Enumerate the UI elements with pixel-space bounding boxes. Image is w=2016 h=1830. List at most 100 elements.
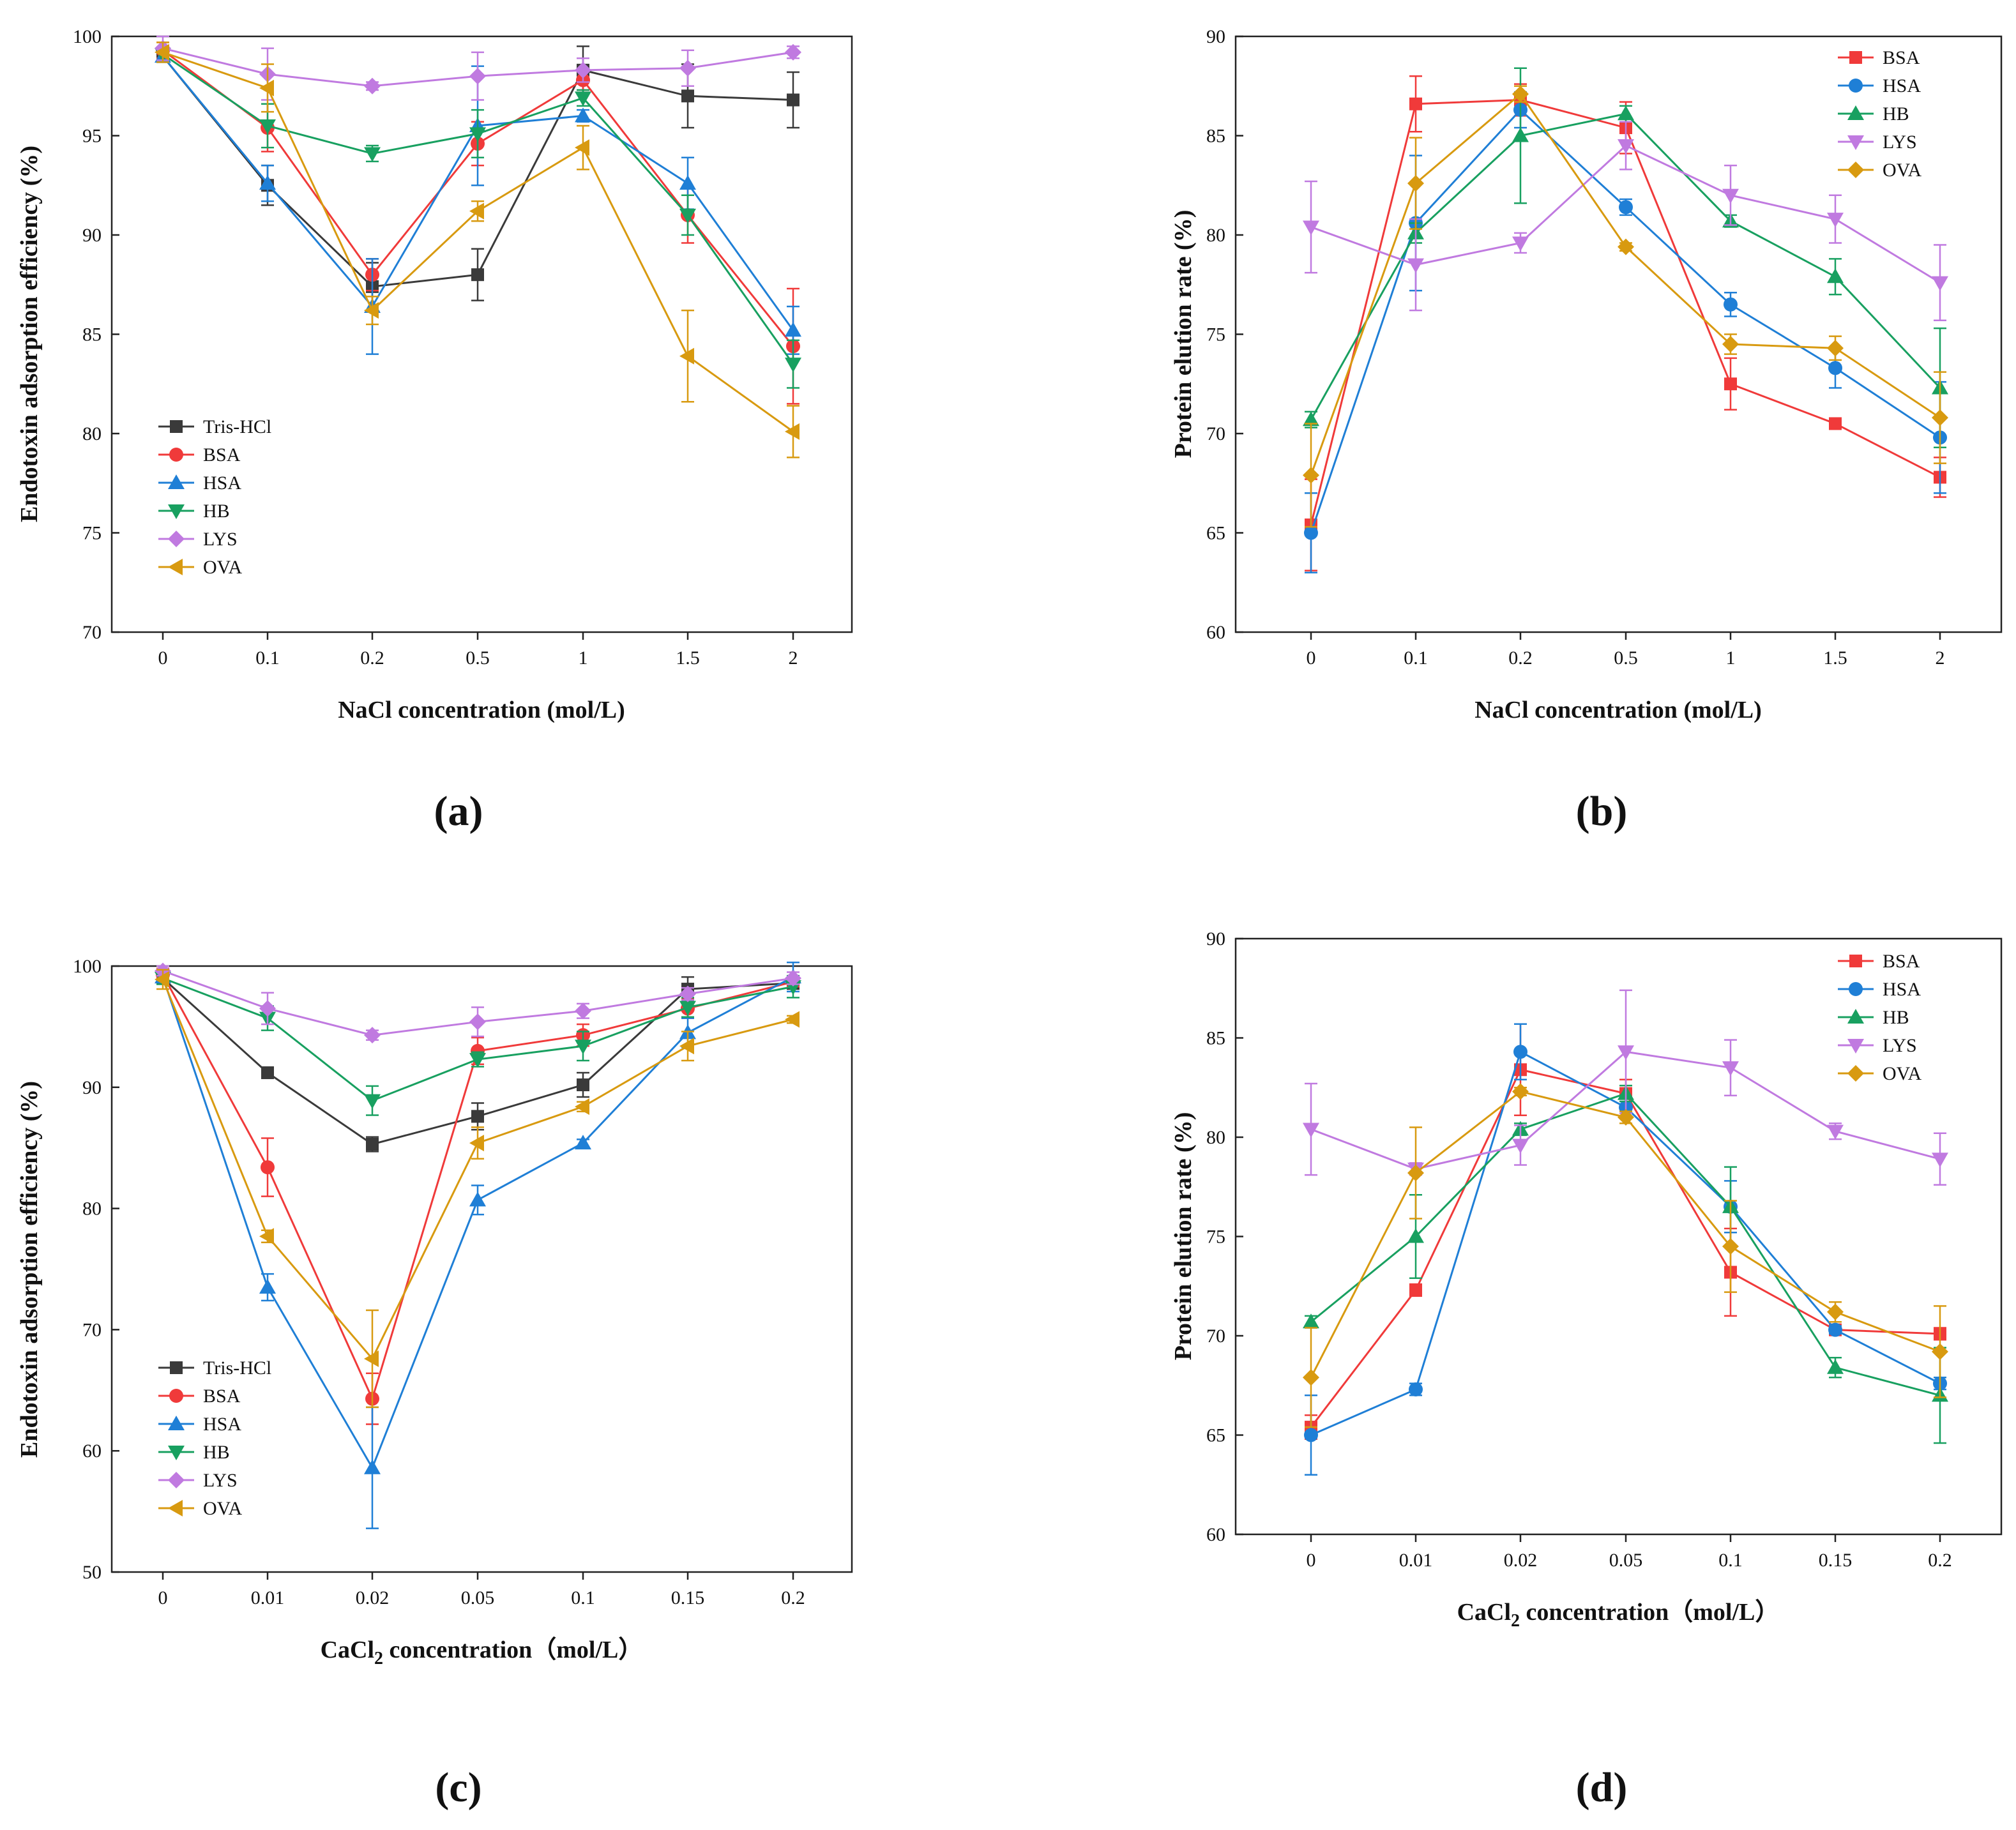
series-ova [1303,85,1948,528]
chart-panel-d: 60 65 70 75 80 85 90 0 0.01 0.02 0.05 0.1 0.15 0.2 C… [1170,928,2003,1811]
x-tick-label: 0.01 [1399,1550,1433,1571]
data-point [1618,238,1634,255]
legend-marker [168,1472,185,1488]
data-point [1407,1228,1424,1243]
legend-item-lys: LYS [158,529,238,550]
legend-label: BSA [203,444,241,465]
legend-label: HB [203,501,230,522]
plot-frame [110,965,853,1573]
data-point [679,59,696,77]
x-ticks: 0 0.1 0.2 0.5 1 1.5 2 [158,632,798,669]
legend-marker [1847,1039,1864,1054]
x-tick-label: 2 [1936,647,1945,669]
y-tick-label: 65 [1206,523,1225,544]
legend: BSA HSA HB LYS OVA [1838,951,1921,1084]
data-point [364,1094,381,1109]
data-point [1722,336,1739,353]
data-point [575,1040,591,1055]
x-tick-label: 1 [1726,647,1736,669]
legend-item-hsa: HSA [1838,979,1921,1000]
y-tick-label: 90 [1206,928,1225,949]
y-ticks: 70 75 80 85 90 95 100 [73,26,119,643]
data-point [1303,467,1319,484]
data-point [469,1191,486,1207]
data-point [364,1027,381,1044]
series-lys [1303,121,1948,321]
data-point [1827,1303,1844,1320]
y-axis-title: Endotoxin adsorption efficiency (%) [16,146,43,522]
data-point [261,1160,275,1175]
x-tick-label: 0.5 [1614,647,1638,669]
data-point [575,139,589,156]
legend-marker [170,1361,183,1374]
y-tick-label: 90 [1206,26,1225,47]
panel-label-c: (c) [435,1764,481,1811]
y-tick-label: 95 [82,126,102,147]
y-ticks: 60 65 70 75 80 85 90 [1206,928,1243,1545]
legend-label: HSA [1883,979,1921,1000]
data-point [1619,200,1633,215]
x-tick-label: 0 [1307,647,1316,669]
legend-item-hb: HB [1838,103,1909,125]
legend-item-lys: LYS [1838,1035,1917,1056]
legend-marker [1849,955,1862,967]
data-point [364,77,381,95]
data-point [1512,236,1529,252]
legend-item-hb: HB [1838,1007,1909,1028]
y-tick-label: 100 [73,956,102,977]
data-point [1827,1124,1844,1140]
data-point [1303,1369,1319,1386]
data-point [1827,340,1844,357]
data-point [366,1138,379,1151]
x-ticks: 0 0.01 0.02 0.05 0.1 0.15 0.2 [158,1572,805,1608]
data-point [679,985,696,1002]
series-ova [155,42,800,458]
data-point [575,1098,589,1115]
legend-label: HB [1883,1007,1909,1028]
data-point [1512,1083,1529,1100]
series-ova [1303,1083,1948,1428]
series-layer [1303,989,1948,1476]
legend-marker [168,531,185,547]
legend-item-lys: LYS [158,1470,238,1491]
legend-item-bsa: BSA [158,444,241,465]
data-point [1409,1283,1422,1297]
data-point [1722,1238,1739,1255]
y-tick-label: 85 [1206,126,1225,147]
y-tick-label: 75 [1206,1227,1225,1248]
data-point [679,1038,694,1055]
series-layer [155,962,801,1529]
data-point [1513,1045,1527,1059]
legend-label: HSA [203,473,241,494]
x-tick-label: 0.2 [360,647,384,669]
x-ticks: 0 0.1 0.2 0.5 1 1.5 2 [1307,632,1945,669]
chart-panel-a: 70 75 80 85 90 95 100 0 0.1 0.2 0.5 1 1.5 2 NaCl con… [16,26,853,835]
x-tick-label: 0.1 [1718,1550,1743,1571]
x-tick-label: 0.5 [466,647,490,669]
y-tick-label: 80 [82,423,102,444]
data-point [577,1078,589,1092]
legend-marker [169,448,183,462]
data-point [259,1228,274,1245]
data-point [787,93,800,107]
y-tick-label: 60 [1206,622,1225,643]
data-point [575,1002,591,1020]
x-tick-label: 0.1 [1404,647,1428,669]
legend-label: OVA [1883,160,1921,181]
legend-marker [168,1416,185,1430]
legend-item-ova: OVA [1838,1063,1921,1084]
legend-label: HSA [1883,75,1921,96]
data-point [1724,377,1737,391]
data-point [469,202,484,220]
legend-item-tris-hcl: Tris-HCl [158,1357,271,1379]
x-tick-label: 1.5 [676,647,700,669]
series-ova [155,969,800,1409]
legend-item-bsa: BSA [1838,47,1920,68]
data-point [261,1066,274,1080]
y-tick-label: 75 [1206,324,1225,345]
x-tick-label: 1 [579,647,588,669]
legend-label: HB [1883,103,1909,125]
data-point [1618,1108,1634,1126]
legend: Tris-HCl BSA HSA HB LYS OVA [158,416,271,578]
data-point [155,971,169,988]
